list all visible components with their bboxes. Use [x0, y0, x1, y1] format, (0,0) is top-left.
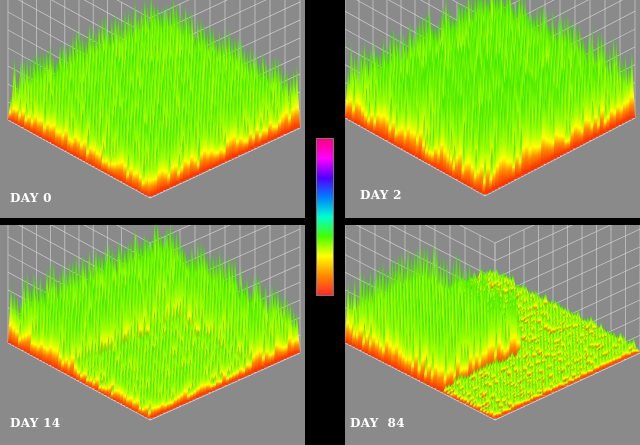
panel-label-day-2: DAY 2 [360, 188, 402, 202]
surface [345, 241, 640, 419]
panel-label-day-0: DAY 0 [10, 191, 52, 205]
surface-plot-day-2 [345, 0, 636, 197]
panel-day-84: DAY 84 [345, 225, 640, 445]
surface [7, 225, 301, 419]
surface-plot-day-84 [345, 225, 640, 421]
surface-plot-day-0 [7, 0, 301, 199]
surface [7, 0, 301, 197]
panel-day-2: DAY 2 [345, 0, 640, 218]
color-scale-bar [316, 138, 334, 296]
panel-day-14: DAY 14 [0, 225, 305, 445]
panel-label-day-84: DAY 84 [350, 416, 405, 430]
surface-plot-day-14 [7, 225, 301, 421]
surface [345, 0, 636, 195]
panel-label-day-14: DAY 14 [10, 416, 61, 430]
panel-day-0: DAY 0 [0, 0, 305, 218]
